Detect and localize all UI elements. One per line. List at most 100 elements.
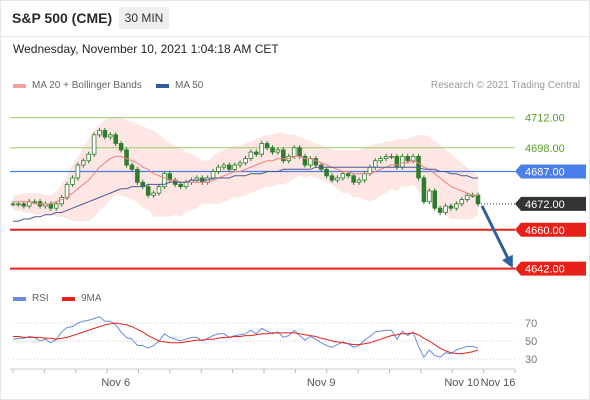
candle-body (313, 158, 319, 166)
credit-text: Research © 2021 Trading Central (430, 80, 580, 91)
candle-body (389, 156, 394, 158)
candle-body (48, 203, 54, 209)
candle-body (302, 156, 308, 166)
candle-body (118, 143, 124, 151)
candle-body (356, 179, 362, 183)
rsi9ma-swatch (62, 296, 75, 301)
candle-body (102, 130, 108, 138)
candle-body (151, 192, 156, 196)
timestamp: Wednesday, November 10, 2021 1:04:18 AM … (13, 42, 279, 56)
candle-body (394, 156, 400, 168)
candle-body (335, 177, 340, 181)
candle-body (254, 151, 259, 155)
projection-arrow (480, 205, 513, 266)
level-label-4687.00: 4687.00 (525, 167, 565, 179)
candle-body (432, 190, 438, 209)
candle-body (232, 164, 237, 170)
candle-body (124, 149, 129, 166)
candle-body (475, 194, 481, 205)
candle-body (443, 205, 448, 213)
candle-body (10, 203, 16, 206)
legend-rsi9ma: 9MA (62, 293, 102, 304)
candle-body (383, 156, 389, 159)
candle-body (91, 134, 97, 155)
instrument-title: S&P 500 (CME) (12, 10, 113, 26)
level-badge-4687.00 (515, 164, 586, 179)
ma50-swatch (156, 83, 169, 88)
rsi9ma-line (13, 322, 479, 355)
projection-arrowhead (502, 254, 513, 269)
candle-body (421, 177, 427, 203)
candle-body (97, 130, 102, 136)
candle-body (135, 168, 140, 183)
rsi-swatch (13, 296, 26, 301)
level-label-4712.00: 4712.00 (525, 113, 565, 125)
level-label-4698.00: 4698.00 (525, 143, 565, 155)
candle-body (32, 201, 37, 204)
candle-body (270, 147, 275, 153)
candle-body (81, 160, 86, 166)
candle-body (459, 199, 465, 205)
candle-body (345, 173, 351, 177)
candle-body (210, 171, 216, 179)
candle-body (86, 153, 91, 162)
candle-body (437, 207, 443, 213)
candle-body (216, 166, 221, 172)
rsi-tick-50: 50 (525, 336, 537, 348)
legend-ma50-label: MA 50 (175, 80, 204, 91)
candle-body (410, 156, 416, 162)
level-label-4672.00: 4672.00 (525, 199, 565, 211)
legend-ma20-label: MA 20 + Bollinger Bands (32, 80, 142, 91)
rsi-tick-30: 30 (525, 354, 537, 366)
ma20-line (13, 155, 478, 205)
candle-body (145, 186, 151, 196)
level-badge-4672.00 (515, 196, 586, 211)
candle-body (248, 151, 254, 159)
ma50-line (13, 166, 478, 222)
candle-body (156, 186, 162, 194)
candle-body (454, 203, 459, 209)
candle-body (243, 158, 248, 164)
candle-body (275, 149, 281, 153)
candle-body (70, 177, 75, 185)
level-label-4660.00: 4660.00 (525, 225, 565, 237)
candle-body (64, 184, 70, 198)
candle-body (291, 147, 297, 157)
candle-body (464, 194, 470, 200)
x-tick-label-1: Nov 9 (307, 377, 336, 389)
timeframe-badge[interactable]: 30 MIN (119, 7, 169, 29)
candle-body (400, 156, 405, 168)
candle-body (21, 203, 27, 207)
candle-body (75, 164, 81, 179)
candle-body (16, 203, 21, 206)
candle-body (178, 184, 183, 188)
candle-body (237, 162, 243, 166)
candle-body (362, 173, 367, 181)
candle-body (221, 164, 227, 168)
level-badge-4660.00 (515, 222, 586, 237)
legend-ma50: MA 50 (156, 80, 203, 91)
rsi-tick-70: 70 (525, 318, 537, 330)
candle-body (372, 160, 378, 168)
candle-body (227, 164, 232, 170)
candle-body (340, 173, 346, 179)
legend-ma20: MA 20 + Bollinger Bands (13, 80, 142, 91)
x-tick-label-3: Nov 16 (481, 377, 516, 389)
candle-body (113, 134, 119, 144)
candle-body (264, 143, 270, 149)
candle-body (378, 158, 383, 162)
candle-body (297, 147, 302, 157)
candle-body (259, 143, 264, 155)
candle-body (329, 175, 335, 181)
candle-body (162, 173, 167, 188)
level-label-4642.00: 4642.00 (525, 264, 565, 276)
candle-body (448, 205, 454, 209)
candle-body (129, 164, 135, 170)
header-bar: S&P 500 (CME) 30 MIN (0, 0, 590, 37)
candle-body (183, 181, 189, 188)
candle-body (405, 156, 410, 162)
level-badge-4642.00 (515, 261, 586, 276)
candle-body (53, 203, 59, 209)
legend-rsi9ma-label: 9MA (81, 293, 102, 304)
